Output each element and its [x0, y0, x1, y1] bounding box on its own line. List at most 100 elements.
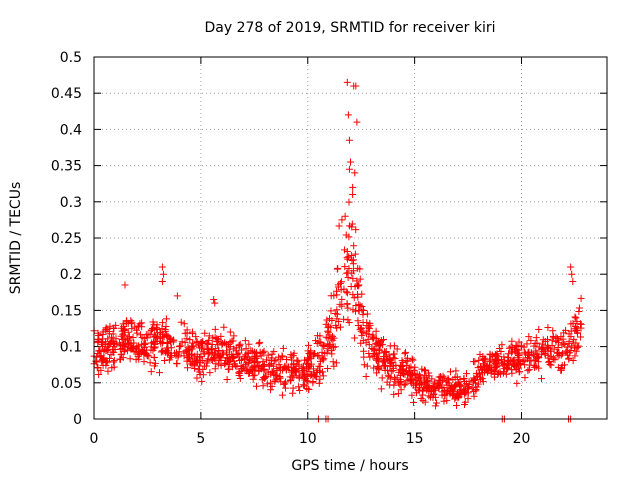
data-point — [118, 350, 126, 358]
data-point — [501, 365, 509, 373]
x-tick-label: 0 — [90, 431, 99, 447]
data-point — [369, 345, 377, 353]
data-point — [333, 306, 341, 314]
data-point — [173, 292, 181, 300]
data-point — [324, 327, 332, 335]
data-point — [569, 339, 577, 347]
data-point — [440, 384, 448, 392]
data-point — [300, 382, 308, 390]
data-point — [248, 347, 256, 355]
data-point — [507, 343, 515, 351]
data-point — [257, 352, 265, 360]
data-point — [496, 344, 504, 352]
data-point — [443, 397, 451, 405]
data-point — [411, 371, 419, 379]
data-point — [123, 336, 131, 344]
data-point — [196, 370, 204, 378]
data-point — [331, 309, 339, 317]
data-point — [575, 342, 583, 350]
data-point — [312, 337, 320, 345]
y-tick-label: 0.2 — [60, 267, 82, 283]
data-point — [523, 355, 531, 363]
data-point — [513, 379, 521, 387]
data-point — [351, 169, 359, 177]
data-point — [327, 335, 335, 343]
data-point — [201, 350, 209, 358]
data-point — [347, 158, 354, 166]
y-tick-label: 0 — [73, 412, 82, 428]
data-point — [493, 350, 501, 358]
data-point — [327, 292, 335, 300]
y-tick-label: 0.05 — [51, 376, 82, 392]
data-point — [102, 361, 110, 369]
data-point — [267, 379, 275, 387]
data-point — [491, 350, 499, 358]
data-point — [104, 345, 112, 353]
data-point — [128, 318, 136, 326]
data-point — [180, 320, 188, 328]
data-point — [512, 341, 520, 349]
data-point — [554, 344, 562, 352]
data-point — [456, 390, 464, 398]
data-point — [535, 325, 543, 333]
data-point — [343, 289, 351, 297]
data-point — [377, 385, 385, 393]
data-point — [158, 263, 166, 271]
data-point — [543, 335, 551, 343]
data-point — [343, 300, 351, 308]
data-point — [175, 351, 183, 359]
data-point — [146, 359, 154, 367]
data-point — [252, 382, 260, 390]
data-point — [325, 341, 333, 349]
data-point — [432, 402, 440, 410]
data-point — [412, 374, 420, 382]
data-point — [362, 339, 370, 347]
data-point — [155, 369, 163, 377]
data-point — [299, 369, 307, 377]
data-point — [133, 343, 141, 351]
data-point — [390, 350, 398, 358]
data-point — [146, 331, 154, 339]
data-point — [209, 334, 217, 342]
data-point — [575, 304, 583, 312]
data-point — [251, 367, 259, 375]
data-point — [203, 339, 211, 347]
data-point — [551, 356, 559, 364]
data-point — [314, 332, 322, 340]
data-point — [176, 342, 184, 350]
data-point — [138, 319, 146, 327]
data-point — [343, 255, 351, 263]
data-point — [263, 380, 271, 388]
data-point — [192, 333, 200, 341]
data-point — [305, 350, 313, 358]
data-point — [577, 320, 585, 328]
data-point — [294, 357, 302, 365]
data-point — [332, 359, 340, 367]
data-point — [158, 277, 166, 285]
data-point — [140, 358, 148, 366]
data-point — [130, 348, 138, 356]
data-point — [151, 359, 159, 367]
data-point — [211, 325, 219, 333]
data-point — [315, 362, 323, 370]
data-point — [110, 357, 118, 365]
data-point — [569, 277, 577, 285]
data-point — [386, 342, 394, 350]
data-point — [228, 337, 236, 345]
y-axis-title: SRMTID / TECUs — [8, 182, 24, 295]
data-point — [231, 360, 239, 368]
data-point — [112, 335, 120, 343]
data-point — [425, 372, 433, 380]
data-point — [570, 335, 578, 343]
data-point — [99, 328, 107, 336]
data-point — [230, 332, 238, 340]
data-point — [110, 348, 118, 356]
data-point — [381, 349, 389, 357]
data-point — [350, 256, 358, 264]
data-point — [409, 356, 417, 364]
data-point — [502, 370, 510, 378]
data-point — [317, 338, 325, 346]
data-point — [452, 367, 460, 375]
data-point — [338, 302, 346, 310]
data-point — [104, 335, 112, 343]
